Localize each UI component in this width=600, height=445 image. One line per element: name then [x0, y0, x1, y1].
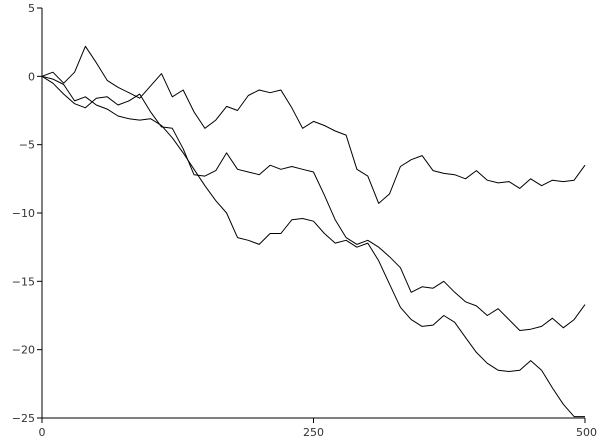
x-tick-label: 0 [39, 426, 46, 439]
y-tick-label: −5 [19, 139, 35, 152]
series-group [41, 45, 586, 418]
y-tick-label: −20 [12, 344, 35, 357]
series-line-3 [41, 75, 585, 418]
x-tick-label: 500 [576, 426, 597, 439]
y-tick-label: −10 [12, 207, 35, 220]
y-ticks: 5 0 −5 −10 −15 −20 −25 [12, 2, 42, 425]
y-tick-label: −25 [12, 412, 35, 425]
series-line-2 [41, 75, 586, 331]
y-tick-label: −15 [12, 275, 35, 288]
series-line-1 [41, 45, 586, 204]
x-ticks: 0 250 500 [39, 418, 597, 439]
axes [41, 8, 585, 419]
x-tick-label: 250 [303, 426, 324, 439]
y-tick-label: 5 [28, 2, 35, 15]
y-tick-label: 0 [28, 70, 35, 83]
